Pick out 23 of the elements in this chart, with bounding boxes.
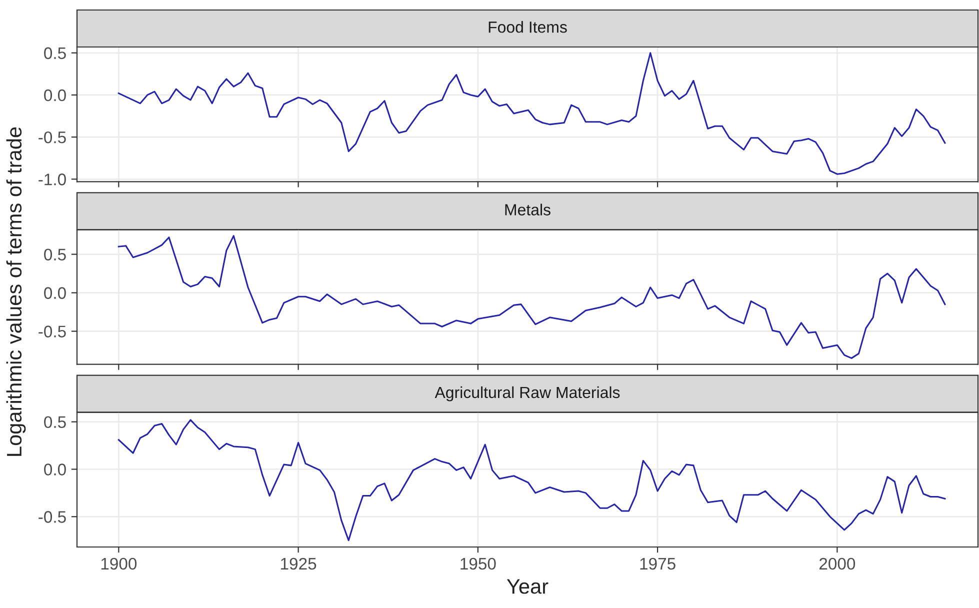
y-tick-label: -1.0 bbox=[38, 174, 66, 186]
chart-title: Agricultural Raw Materials bbox=[434, 386, 620, 402]
line-series bbox=[118, 52, 946, 175]
line-series bbox=[118, 419, 946, 542]
x-tick-label: 1950 bbox=[460, 558, 496, 570]
y-tick-label: -0.5 bbox=[38, 326, 66, 338]
x-axis-title: Year bbox=[506, 579, 548, 594]
x-tick-label: 1925 bbox=[281, 558, 316, 570]
y-axis-title: Logarithmic values of terms of trade bbox=[6, 127, 26, 456]
y-tick-label: 0.5 bbox=[44, 248, 66, 260]
y-tick-label: 0.5 bbox=[44, 47, 66, 60]
x-tick-label: 1975 bbox=[640, 558, 676, 570]
x-tick-label: 2000 bbox=[819, 558, 856, 570]
y-tick-label: 0.5 bbox=[44, 416, 66, 428]
y-tick-label: -0.5 bbox=[38, 511, 66, 523]
y-tick-label: 0.0 bbox=[44, 464, 66, 476]
y-tick-label: 0.0 bbox=[44, 287, 66, 299]
chart-title: Food Items bbox=[488, 21, 567, 33]
chart-title: Metals bbox=[505, 204, 550, 216]
y-tick-label: -0.5 bbox=[38, 131, 66, 144]
y-tick-label: 0.0 bbox=[44, 89, 66, 102]
line-series bbox=[118, 235, 946, 359]
x-tick-label: 1900 bbox=[101, 558, 137, 570]
